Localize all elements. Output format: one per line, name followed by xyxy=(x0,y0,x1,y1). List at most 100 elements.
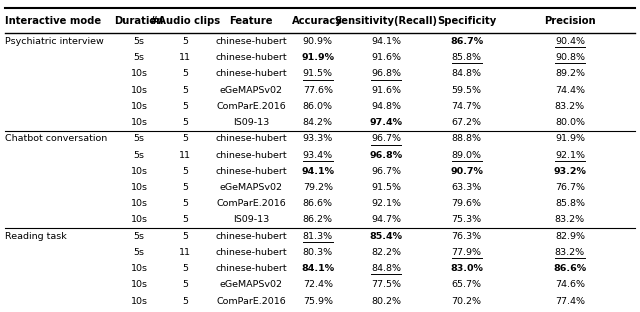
Text: 86.2%: 86.2% xyxy=(303,216,333,224)
Text: 5: 5 xyxy=(182,70,188,78)
Text: 11: 11 xyxy=(179,53,191,62)
Text: 5: 5 xyxy=(182,86,188,95)
Text: 84.1%: 84.1% xyxy=(301,264,334,273)
Text: 83.2%: 83.2% xyxy=(555,248,585,257)
Text: 91.6%: 91.6% xyxy=(371,53,401,62)
Text: ComParE.2016: ComParE.2016 xyxy=(216,199,285,208)
Text: 80.2%: 80.2% xyxy=(371,297,401,305)
Text: 5s: 5s xyxy=(134,151,145,159)
Text: 77.9%: 77.9% xyxy=(452,248,481,257)
Text: 10s: 10s xyxy=(131,297,148,305)
Text: 90.9%: 90.9% xyxy=(303,37,333,46)
Text: 5: 5 xyxy=(182,183,188,192)
Text: chinese-hubert: chinese-hubert xyxy=(215,134,287,143)
Text: eGeMAPSv02: eGeMAPSv02 xyxy=(220,86,282,95)
Text: 83.2%: 83.2% xyxy=(555,102,585,111)
Text: 86.0%: 86.0% xyxy=(303,102,333,111)
Text: 72.4%: 72.4% xyxy=(303,280,333,289)
Text: 93.4%: 93.4% xyxy=(303,151,333,159)
Text: 85.8%: 85.8% xyxy=(555,199,585,208)
Text: 10s: 10s xyxy=(131,102,148,111)
Text: Chatbot conversation: Chatbot conversation xyxy=(5,134,108,143)
Text: 10s: 10s xyxy=(131,70,148,78)
Text: IS09-13: IS09-13 xyxy=(233,216,269,224)
Text: 67.2%: 67.2% xyxy=(452,118,481,127)
Text: 76.3%: 76.3% xyxy=(451,232,482,241)
Text: 90.4%: 90.4% xyxy=(555,37,585,46)
Text: 83.2%: 83.2% xyxy=(555,216,585,224)
Text: Feature: Feature xyxy=(229,16,273,26)
Text: 83.0%: 83.0% xyxy=(450,264,483,273)
Text: 94.1%: 94.1% xyxy=(301,167,334,176)
Text: 74.7%: 74.7% xyxy=(452,102,481,111)
Text: 10s: 10s xyxy=(131,216,148,224)
Text: Interactive mode: Interactive mode xyxy=(5,16,101,26)
Text: 5: 5 xyxy=(182,199,188,208)
Text: 96.8%: 96.8% xyxy=(371,70,401,78)
Text: 74.4%: 74.4% xyxy=(555,86,585,95)
Text: 91.9%: 91.9% xyxy=(301,53,334,62)
Text: 91.9%: 91.9% xyxy=(555,134,585,143)
Text: 74.6%: 74.6% xyxy=(555,280,585,289)
Text: 5: 5 xyxy=(182,232,188,241)
Text: 90.8%: 90.8% xyxy=(555,53,585,62)
Text: 5: 5 xyxy=(182,167,188,176)
Text: 82.9%: 82.9% xyxy=(555,232,585,241)
Text: chinese-hubert: chinese-hubert xyxy=(215,37,287,46)
Text: 86.6%: 86.6% xyxy=(303,199,333,208)
Text: 96.8%: 96.8% xyxy=(370,151,403,159)
Text: chinese-hubert: chinese-hubert xyxy=(215,70,287,78)
Text: 79.6%: 79.6% xyxy=(452,199,481,208)
Text: 86.7%: 86.7% xyxy=(450,37,483,46)
Text: IS09-13: IS09-13 xyxy=(233,118,269,127)
Text: ComParE.2016: ComParE.2016 xyxy=(216,102,285,111)
Text: 80.0%: 80.0% xyxy=(555,118,585,127)
Text: 91.5%: 91.5% xyxy=(371,183,401,192)
Text: 94.7%: 94.7% xyxy=(371,216,401,224)
Text: 10s: 10s xyxy=(131,86,148,95)
Text: 5: 5 xyxy=(182,216,188,224)
Text: 77.5%: 77.5% xyxy=(371,280,401,289)
Text: 11: 11 xyxy=(179,151,191,159)
Text: ComParE.2016: ComParE.2016 xyxy=(216,297,285,305)
Text: 5s: 5s xyxy=(134,248,145,257)
Text: 5s: 5s xyxy=(134,232,145,241)
Text: chinese-hubert: chinese-hubert xyxy=(215,232,287,241)
Text: 88.8%: 88.8% xyxy=(452,134,481,143)
Text: 5: 5 xyxy=(182,37,188,46)
Text: 86.6%: 86.6% xyxy=(554,264,586,273)
Text: 92.1%: 92.1% xyxy=(371,199,401,208)
Text: 92.1%: 92.1% xyxy=(555,151,585,159)
Text: 82.2%: 82.2% xyxy=(371,248,401,257)
Text: 89.0%: 89.0% xyxy=(452,151,481,159)
Text: 5s: 5s xyxy=(134,37,145,46)
Text: 76.7%: 76.7% xyxy=(555,183,585,192)
Text: 94.8%: 94.8% xyxy=(371,102,401,111)
Text: 90.7%: 90.7% xyxy=(450,167,483,176)
Text: Psychiatric interview: Psychiatric interview xyxy=(5,37,104,46)
Text: 81.3%: 81.3% xyxy=(303,232,333,241)
Text: 94.1%: 94.1% xyxy=(371,37,401,46)
Text: 5: 5 xyxy=(182,102,188,111)
Text: 65.7%: 65.7% xyxy=(452,280,481,289)
Text: 5s: 5s xyxy=(134,134,145,143)
Text: 93.3%: 93.3% xyxy=(303,134,333,143)
Text: 10s: 10s xyxy=(131,167,148,176)
Text: eGeMAPSv02: eGeMAPSv02 xyxy=(220,280,282,289)
Text: 84.2%: 84.2% xyxy=(303,118,333,127)
Text: 75.3%: 75.3% xyxy=(451,216,482,224)
Text: chinese-hubert: chinese-hubert xyxy=(215,248,287,257)
Text: Precision: Precision xyxy=(544,16,596,26)
Text: 91.5%: 91.5% xyxy=(303,70,333,78)
Text: Accuracy: Accuracy xyxy=(292,16,343,26)
Text: 84.8%: 84.8% xyxy=(371,264,401,273)
Text: #Audio clips: #Audio clips xyxy=(150,16,220,26)
Text: Duration: Duration xyxy=(115,16,164,26)
Text: 79.2%: 79.2% xyxy=(303,183,333,192)
Text: Specificity: Specificity xyxy=(437,16,496,26)
Text: chinese-hubert: chinese-hubert xyxy=(215,264,287,273)
Text: Reading task: Reading task xyxy=(5,232,67,241)
Text: 85.4%: 85.4% xyxy=(370,232,403,241)
Text: 97.4%: 97.4% xyxy=(370,118,403,127)
Text: Sensitivity(Recall): Sensitivity(Recall) xyxy=(335,16,438,26)
